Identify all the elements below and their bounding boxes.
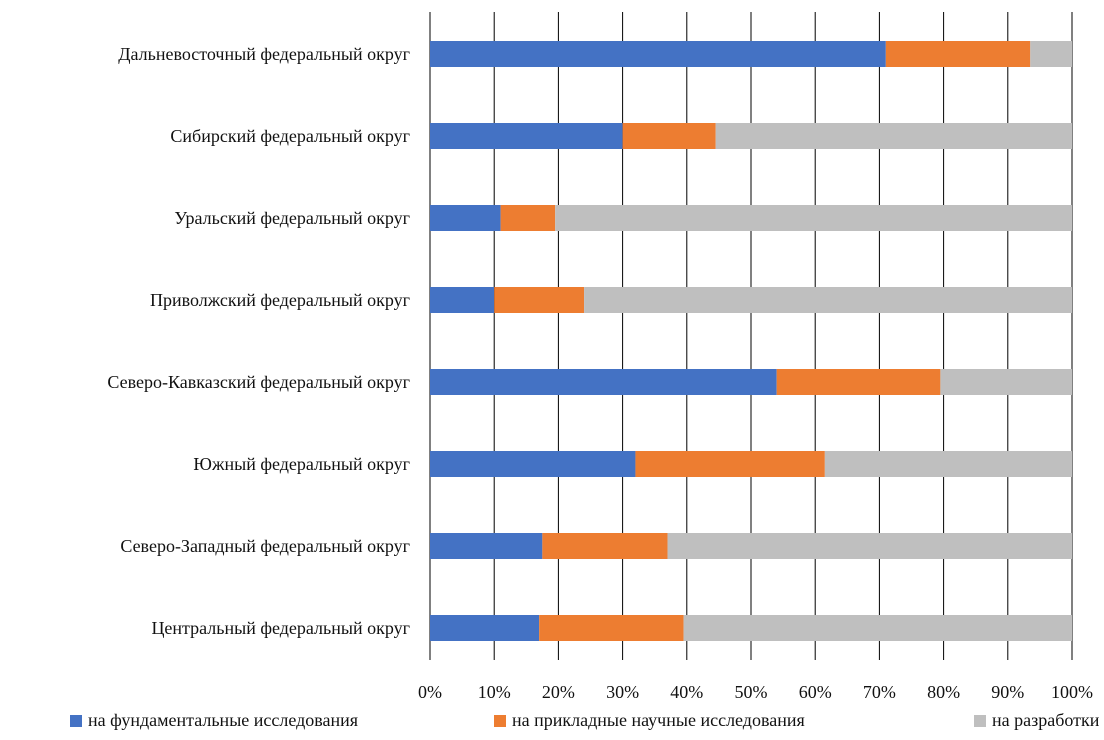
category-label-5: Южный федеральный округ (193, 454, 410, 474)
bar-2-series-0 (430, 205, 501, 231)
bars (430, 41, 1072, 641)
x-tick-label-10: 100% (1051, 682, 1093, 702)
x-tick-labels: 0% 10% 20% 30% 40% 50% 60% 70% 80% 90% 100% (418, 682, 1093, 702)
bar-7-series-0 (430, 615, 540, 641)
category-label-7: Центральный федеральный округ (151, 618, 410, 638)
category-label-1: Сибирский федеральный округ (170, 126, 410, 146)
bar-6-series-1 (542, 533, 668, 559)
x-tick-label-9: 90% (991, 682, 1024, 702)
x-tick-label-4: 40% (670, 682, 703, 702)
bar-0-series-1 (885, 41, 1031, 67)
category-label-3: Приволжский федеральный округ (150, 290, 410, 310)
x-tick-label-8: 80% (927, 682, 960, 702)
bar-6-series-0 (430, 533, 543, 559)
bar-0-series-2 (1030, 41, 1072, 67)
category-label-6: Северо-Западный федеральный округ (120, 536, 410, 556)
bar-2-series-2 (555, 205, 1072, 231)
legend-swatch-1 (494, 715, 506, 727)
bar-4-series-1 (776, 369, 941, 395)
legend-swatch-2 (974, 715, 986, 727)
bar-4-series-0 (430, 369, 777, 395)
legend-label-1: на прикладные научные исследования (512, 710, 805, 730)
x-tick-label-6: 60% (799, 682, 832, 702)
legend-label-2: на разработки (992, 710, 1100, 730)
legend: на фундаментальные исследования на прикла… (70, 710, 1100, 730)
gridlines (429, 12, 1073, 660)
legend-swatch-0 (70, 715, 82, 727)
bar-1-series-2 (715, 123, 1072, 149)
category-label-4: Северо-Кавказский федеральный округ (107, 372, 410, 392)
bar-1-series-1 (622, 123, 716, 149)
bar-5-series-0 (430, 451, 636, 477)
bar-6-series-2 (667, 533, 1072, 559)
bar-2-series-1 (500, 205, 556, 231)
bar-3-series-2 (584, 287, 1072, 313)
legend-label-0: на фундаментальные исследования (88, 710, 358, 730)
bar-3-series-1 (494, 287, 585, 313)
bar-5-series-1 (635, 451, 825, 477)
category-label-2: Уральский федеральный округ (174, 208, 410, 228)
bar-7-series-2 (683, 615, 1072, 641)
x-tick-label-2: 20% (542, 682, 575, 702)
bar-0-series-0 (430, 41, 886, 67)
bar-4-series-2 (940, 369, 1072, 395)
category-labels: Дальневосточный федеральный округ Сибирск… (107, 44, 410, 638)
bar-5-series-2 (824, 451, 1072, 477)
x-tick-label-7: 70% (863, 682, 896, 702)
category-label-0: Дальневосточный федеральный округ (118, 44, 410, 64)
bar-1-series-0 (430, 123, 623, 149)
x-tick-label-5: 50% (735, 682, 768, 702)
x-tick-label-3: 30% (606, 682, 639, 702)
x-tick-label-0: 0% (418, 682, 442, 702)
bar-3-series-0 (430, 287, 495, 313)
x-tick-label-1: 10% (478, 682, 511, 702)
bar-7-series-1 (539, 615, 684, 641)
